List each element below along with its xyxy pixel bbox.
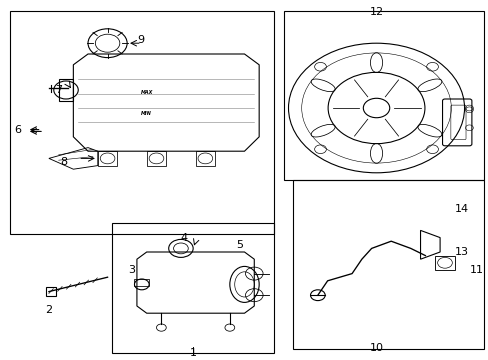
Text: 13: 13: [454, 247, 468, 257]
Text: 12: 12: [369, 7, 383, 17]
Text: 3: 3: [128, 265, 135, 275]
Text: MIN: MIN: [141, 111, 152, 116]
Text: 2: 2: [45, 305, 52, 315]
Text: 5: 5: [236, 240, 243, 250]
Text: 10: 10: [369, 343, 383, 353]
Text: 7: 7: [55, 85, 62, 95]
Text: 11: 11: [468, 265, 483, 275]
Text: MAX: MAX: [140, 90, 153, 95]
Text: 6: 6: [15, 125, 21, 135]
Text: 14: 14: [454, 204, 468, 214]
Text: 1: 1: [189, 348, 196, 358]
Text: 9: 9: [137, 35, 144, 45]
Text: 8: 8: [60, 157, 67, 167]
Text: 4: 4: [181, 233, 188, 243]
